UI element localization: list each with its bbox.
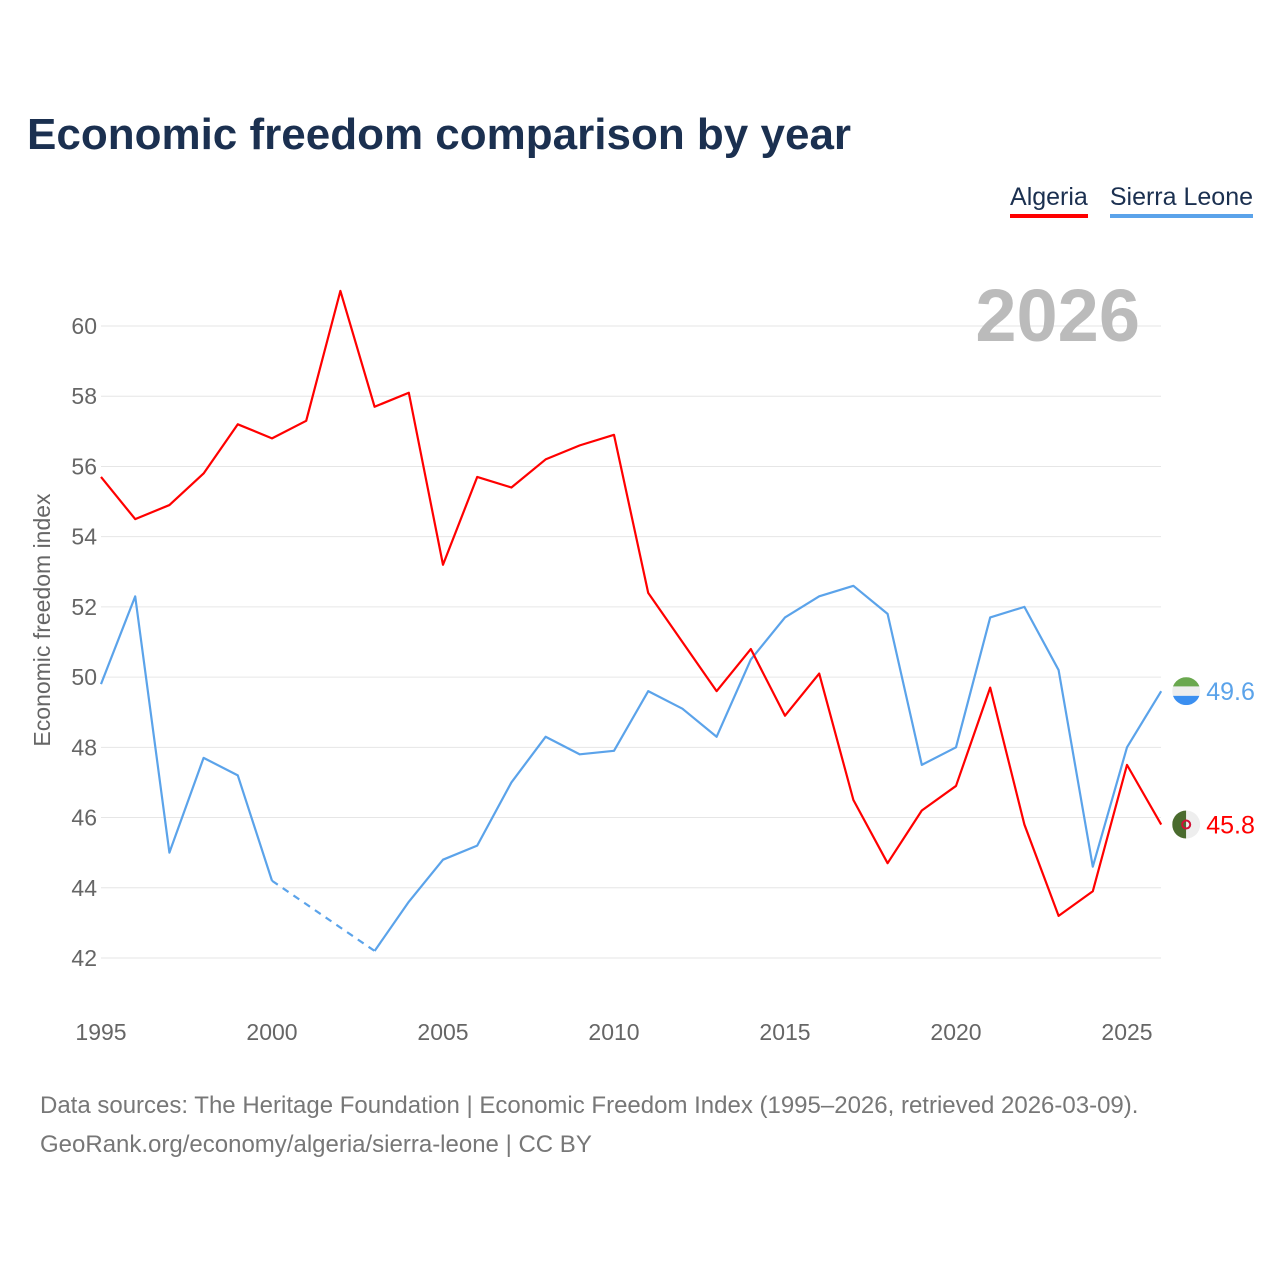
legend-sierra-leone[interactable]: Sierra Leone (1109, 183, 1253, 218)
flag-sierra-leone-icon (1172, 677, 1201, 706)
x-tick-label: 2020 (930, 1019, 981, 1045)
y-tick-label: 60 (71, 313, 97, 339)
series-line-sierra-leone (99, 595, 274, 882)
x-tick-label: 2000 (246, 1019, 297, 1045)
legend: Algeria Sierra Leone (1010, 183, 1253, 218)
y-tick-label: 52 (71, 594, 97, 620)
x-tick-label: 2010 (588, 1019, 639, 1045)
series-line-algeria (100, 289, 1163, 917)
source-line-1: Data sources: The Heritage Foundation | … (40, 1092, 1139, 1119)
x-tick-label: 2015 (759, 1019, 810, 1045)
source-note: Data sources: The Heritage Foundation | … (40, 1086, 1138, 1164)
flag-half-green (1172, 810, 1187, 839)
end-value-label: 45.8 (1206, 812, 1255, 840)
y-tick-label: 48 (71, 734, 97, 760)
y-tick-label: 54 (71, 524, 97, 550)
flag-stripe-white (1172, 686, 1201, 696)
flag-crescent (1181, 819, 1192, 830)
year-watermark: 2026 (975, 274, 1140, 357)
x-tick-label: 1995 (75, 1019, 126, 1045)
series-line-sierra-leone (373, 584, 1163, 952)
chart-title: Economic freedom comparison by year (27, 110, 852, 159)
y-tick-label: 58 (71, 383, 97, 409)
y-tick-label: 46 (71, 805, 97, 831)
y-tick-label: 50 (71, 664, 97, 690)
flag-stripe-blue (1172, 695, 1201, 706)
end-value-label: 49.6 (1206, 678, 1255, 706)
x-tick-label: 2005 (417, 1019, 468, 1045)
legend-algeria[interactable]: Algeria (1010, 183, 1088, 218)
source-line-2[interactable]: GeoRank.org/economy/algeria/sierra-leone… (40, 1131, 592, 1158)
flag-half-white (1186, 810, 1201, 839)
y-tick-label: 42 (71, 945, 97, 971)
flag-stripe-green (1172, 677, 1201, 687)
y-axis-label: Economic freedom index (29, 493, 55, 747)
flag-algeria-icon (1172, 810, 1201, 839)
y-tick-label: 56 (71, 453, 97, 479)
x-tick-label: 2025 (1101, 1019, 1152, 1045)
y-tick-label: 44 (71, 875, 97, 901)
series-gap-dashed (271, 879, 376, 952)
